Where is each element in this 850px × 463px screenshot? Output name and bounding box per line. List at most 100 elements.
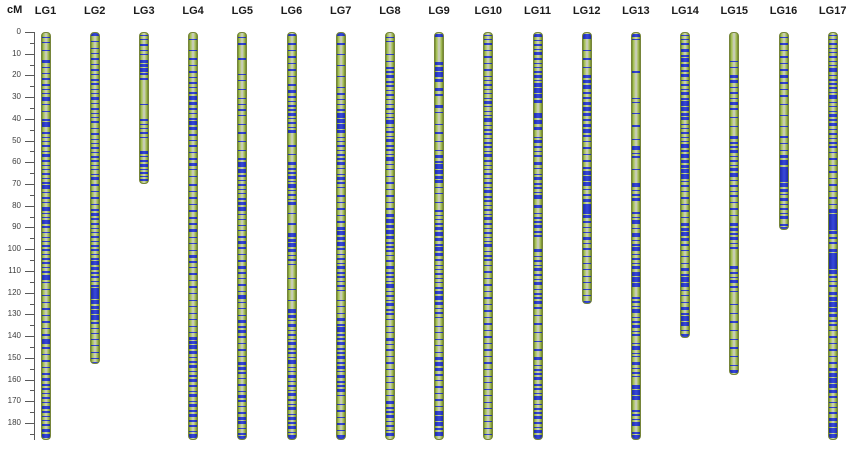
- marker-line: [90, 102, 99, 105]
- lg-label-LG12: LG12: [572, 5, 601, 17]
- marker-line: [41, 88, 50, 91]
- marker-line: [533, 224, 542, 228]
- marker-line: [828, 231, 837, 235]
- marker-line: [385, 104, 394, 106]
- marker-line: [41, 226, 50, 229]
- marker-line: [238, 247, 247, 249]
- marker-line: [385, 74, 394, 79]
- marker-line: [41, 104, 50, 106]
- marker-line: [484, 254, 493, 257]
- marker-line: [779, 166, 788, 171]
- marker-line: [238, 301, 247, 303]
- marker-line: [828, 329, 837, 332]
- marker-line: [484, 236, 493, 238]
- marker-line: [631, 283, 640, 287]
- marker-line: [238, 224, 247, 226]
- marker-line: [139, 123, 148, 125]
- marker-line: [41, 253, 50, 256]
- marker-line: [484, 69, 493, 71]
- marker-line: [435, 368, 444, 372]
- marker-line: [779, 189, 788, 192]
- marker-line: [90, 288, 99, 293]
- marker-line: [533, 384, 542, 386]
- marker-line: [238, 349, 247, 351]
- marker-line: [238, 260, 247, 262]
- marker-line: [533, 332, 542, 334]
- marker-line: [631, 389, 640, 396]
- marker-line: [828, 119, 837, 121]
- marker-line: [287, 167, 296, 170]
- marker-line: [41, 169, 50, 171]
- marker-line: [533, 195, 542, 199]
- tick-label: 80: [12, 200, 21, 210]
- marker-line: [41, 392, 50, 395]
- marker-line: [730, 347, 739, 349]
- marker-line: [238, 219, 247, 221]
- marker-line: [287, 239, 296, 242]
- marker-line: [238, 400, 247, 403]
- marker-line: [631, 330, 640, 333]
- marker-line: [582, 203, 591, 208]
- marker-line: [238, 427, 247, 429]
- marker-line: [730, 117, 739, 119]
- marker-line: [90, 258, 99, 260]
- marker-line: [582, 91, 591, 94]
- marker-line: [828, 349, 837, 351]
- marker-line: [189, 139, 198, 142]
- marker-line: [90, 345, 99, 347]
- marker-line: [484, 382, 493, 384]
- marker-line: [287, 329, 296, 332]
- marker-line: [681, 73, 690, 77]
- marker-line: [828, 158, 837, 160]
- marker-line: [336, 257, 345, 260]
- marker-line: [336, 395, 345, 397]
- marker-line: [238, 36, 247, 38]
- marker-line: [779, 171, 788, 177]
- marker-line: [238, 271, 247, 275]
- marker-line: [533, 412, 542, 414]
- marker-line: [287, 371, 296, 373]
- marker-line: [435, 226, 444, 231]
- marker-line: [435, 111, 444, 113]
- marker-line: [189, 350, 198, 354]
- marker-line: [779, 125, 788, 128]
- marker-line: [484, 137, 493, 139]
- marker-line: [238, 367, 247, 370]
- major-tick: [25, 270, 34, 272]
- marker-line: [385, 208, 394, 210]
- marker-line: [189, 394, 198, 398]
- marker-line: [435, 269, 444, 271]
- marker-line: [730, 286, 739, 288]
- marker-line: [631, 227, 640, 230]
- marker-line: [90, 120, 99, 124]
- marker-line: [484, 277, 493, 280]
- marker-line: [828, 412, 837, 414]
- marker-line: [681, 210, 690, 212]
- marker-line: [484, 169, 493, 171]
- marker-line: [385, 169, 394, 171]
- major-tick: [25, 422, 34, 424]
- marker-line: [385, 294, 394, 297]
- marker-line: [90, 249, 99, 252]
- minor-tick: [30, 173, 34, 175]
- marker-line: [631, 316, 640, 319]
- marker-line: [287, 422, 296, 424]
- marker-line: [336, 195, 345, 197]
- marker-line: [779, 114, 788, 117]
- marker-line: [631, 169, 640, 171]
- marker-line: [582, 232, 591, 234]
- marker-line: [533, 421, 542, 424]
- marker-line: [189, 101, 198, 106]
- marker-line: [631, 342, 640, 345]
- marker-line: [779, 74, 788, 79]
- marker-line: [533, 168, 542, 170]
- marker-line: [681, 136, 690, 138]
- marker-line: [336, 262, 345, 264]
- marker-line: [582, 75, 591, 78]
- marker-line: [41, 307, 50, 310]
- marker-line: [336, 312, 345, 314]
- marker-line: [828, 296, 837, 302]
- marker-line: [385, 382, 394, 384]
- marker-line: [533, 150, 542, 153]
- marker-line: [189, 319, 198, 321]
